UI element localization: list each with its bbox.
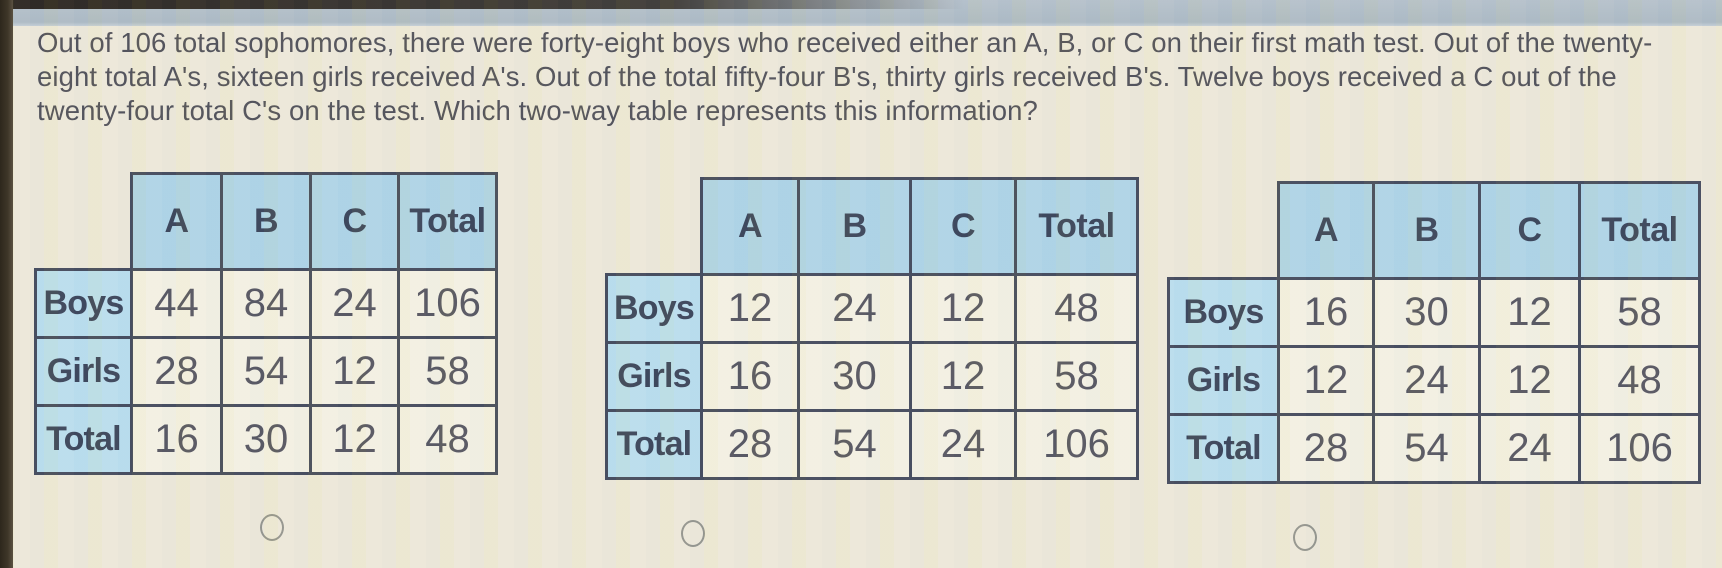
header-cell: B [797, 177, 912, 276]
data-cell: 16 [1277, 277, 1375, 348]
data-cell: 30 [220, 404, 312, 475]
data-cell: 12 [909, 273, 1017, 344]
top-bar [0, 0, 1722, 26]
data-cell: 16 [130, 404, 223, 475]
header-cell: C [309, 172, 400, 271]
data-cell: 28 [700, 409, 800, 480]
data-cell: 12 [309, 336, 400, 407]
data-cell: 48 [1014, 273, 1139, 344]
data-cell: 12 [309, 404, 400, 475]
header-cell: B [220, 172, 312, 271]
row-label-cell: Total [34, 404, 133, 475]
row-label-cell: Boys [34, 268, 133, 339]
header-cell: C [909, 177, 1017, 276]
data-cell: 24 [1478, 413, 1581, 484]
data-cell: 58 [397, 336, 498, 407]
data-cell: 24 [797, 273, 912, 344]
data-cell: 28 [1277, 413, 1375, 484]
data-cell: 54 [797, 409, 912, 480]
header-cell: C [1478, 181, 1581, 280]
data-cell: 54 [1372, 413, 1481, 484]
header-cell: A [700, 177, 800, 276]
data-cell: 84 [220, 268, 312, 339]
corner-cell [607, 179, 702, 275]
data-cell: 48 [1578, 345, 1701, 416]
data-cell: 12 [1478, 277, 1581, 348]
option-1-table: A B C Total Boys 44 84 24 106 Girls 28 5… [34, 172, 498, 475]
header-cell: Total [397, 172, 498, 271]
data-cell: 30 [1372, 277, 1481, 348]
corner-cell [36, 174, 132, 270]
header-cell: A [1277, 181, 1375, 280]
data-cell: 12 [909, 341, 1017, 412]
row-label-cell: Girls [34, 336, 133, 407]
data-cell: 106 [1014, 409, 1139, 480]
data-cell: 106 [1578, 413, 1701, 484]
header-cell: Total [1578, 181, 1701, 280]
data-cell: 12 [700, 273, 800, 344]
data-cell: 30 [797, 341, 912, 412]
header-cell: B [1372, 181, 1481, 280]
question-text: Out of 106 total sophomores, there were … [37, 27, 1653, 126]
photo-left-edge [0, 0, 13, 568]
option-2-radio[interactable] [681, 520, 705, 547]
data-cell: 58 [1578, 277, 1701, 348]
data-cell: 106 [397, 268, 498, 339]
header-cell: Total [1014, 177, 1139, 276]
data-cell: 44 [130, 268, 223, 339]
option-2-table: A B C Total Boys 12 24 12 48 Girls 16 30… [605, 177, 1139, 480]
data-cell: 12 [1277, 345, 1375, 416]
data-cell: 24 [909, 409, 1017, 480]
data-cell: 16 [700, 341, 800, 412]
row-label-cell: Boys [1167, 277, 1280, 348]
option-1-radio[interactable] [260, 514, 284, 541]
row-label-cell: Total [605, 409, 703, 480]
row-label-cell: Girls [605, 341, 703, 412]
data-cell: 28 [130, 336, 223, 407]
option-3-radio[interactable] [1293, 524, 1317, 551]
row-label-cell: Total [1167, 413, 1280, 484]
data-cell: 58 [1014, 341, 1139, 412]
row-label-cell: Girls [1167, 345, 1280, 416]
option-3-table: A B C Total Boys 16 30 12 58 Girls 12 24… [1167, 181, 1701, 484]
data-cell: 12 [1478, 345, 1581, 416]
data-cell: 24 [1372, 345, 1481, 416]
row-label-cell: Boys [605, 273, 703, 344]
corner-cell [1169, 183, 1279, 279]
header-cell: A [130, 172, 223, 271]
data-cell: 24 [309, 268, 400, 339]
data-cell: 54 [220, 336, 312, 407]
data-cell: 48 [397, 404, 498, 475]
